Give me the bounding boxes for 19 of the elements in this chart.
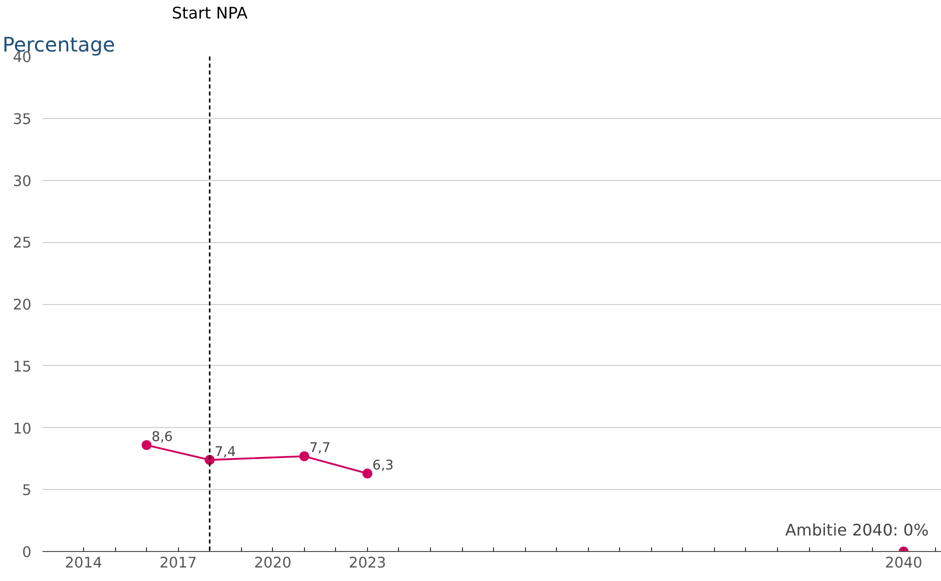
y-tick-label: 0 <box>22 544 32 561</box>
y-tick-label: 25 <box>12 234 32 252</box>
data-label: 7,4 <box>214 444 236 460</box>
x-tick-label: 2040 <box>885 554 922 572</box>
x-tick-label: 2020 <box>254 554 292 572</box>
annotation: Ambitie 2040: 0% <box>785 520 929 540</box>
y-tick-label: 5 <box>22 482 32 500</box>
y-tick-label: 30 <box>12 172 32 190</box>
data-label: 6,3 <box>372 458 394 474</box>
x-tick-label: 2023 <box>348 554 386 572</box>
y-tick-label: 10 <box>12 420 32 438</box>
y-tick-label: 20 <box>12 296 32 314</box>
y-tick-label: 15 <box>12 358 32 376</box>
x-tick-label: 2014 <box>64 554 102 572</box>
data-label: 8,6 <box>152 430 173 446</box>
data-label: 7,7 <box>309 441 331 456</box>
y-tick-label: 35 <box>12 110 32 128</box>
x-tick-label: 2017 <box>159 554 197 572</box>
ref-line-label: Start NPA <box>172 4 248 22</box>
